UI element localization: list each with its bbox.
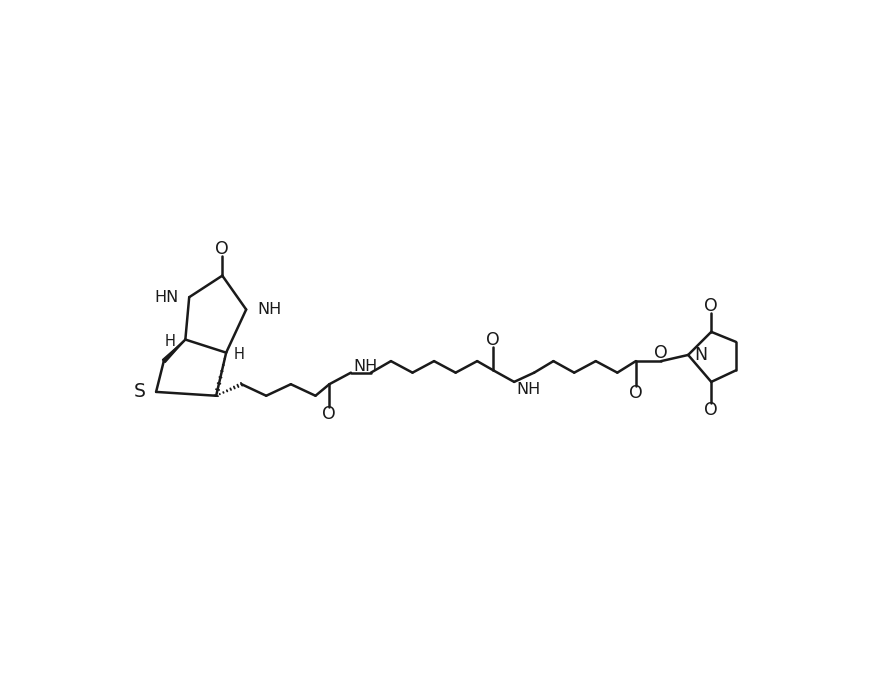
Text: N: N xyxy=(694,346,708,364)
Text: H: H xyxy=(234,347,245,362)
Text: O: O xyxy=(487,331,500,350)
Text: HN: HN xyxy=(154,290,179,305)
Text: O: O xyxy=(655,343,668,362)
Text: O: O xyxy=(629,384,642,402)
Text: O: O xyxy=(704,401,718,420)
Text: NH: NH xyxy=(353,359,378,374)
Text: O: O xyxy=(704,296,718,315)
Text: O: O xyxy=(322,405,336,423)
Text: S: S xyxy=(135,382,146,401)
Text: NH: NH xyxy=(257,302,282,317)
Text: NH: NH xyxy=(517,382,540,397)
Text: H: H xyxy=(165,335,175,350)
Text: O: O xyxy=(216,241,229,258)
Polygon shape xyxy=(163,339,186,362)
